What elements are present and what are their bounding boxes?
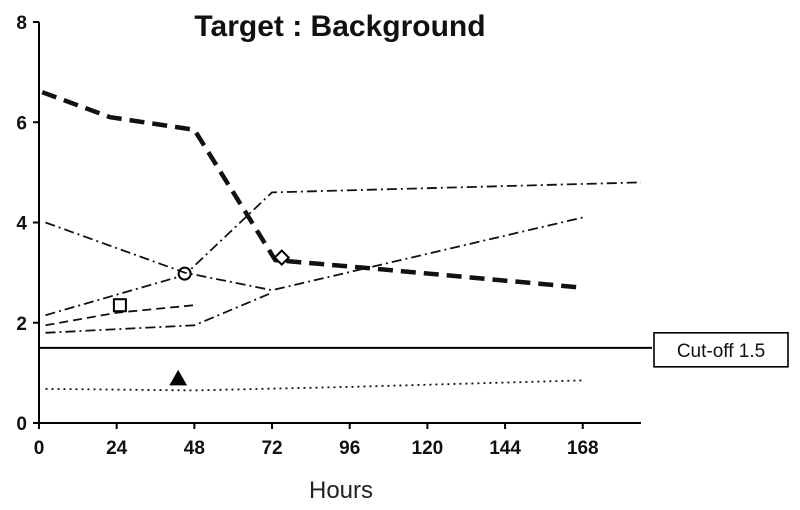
x-tick-label: 24 [106,438,128,459]
series-6-line [45,379,583,392]
x-tick-label: 144 [489,438,521,459]
x-tick-label: 0 [34,438,45,459]
y-tick-label: 8 [16,13,27,34]
y-tick-label: 2 [16,314,27,335]
reference-layer: Cut-off 1.5 [39,332,789,368]
x-tick-label: 120 [412,438,444,459]
series-1-line [41,90,583,290]
chart-title: Target : Background [194,10,485,43]
y-tick-label: 4 [16,214,27,235]
y-tick-label: 0 [16,414,27,435]
series-2-line [45,181,642,317]
cutoff-label: Cut-off 1.5 [677,341,765,362]
series-4-line [45,291,273,334]
series-6-marker-triangle [169,369,188,386]
x-tick-label: 72 [261,438,282,459]
series-layer [41,90,642,392]
x-tick-label: 168 [567,438,599,459]
x-tick-label: 96 [339,438,360,459]
x-tick-label: 48 [184,438,205,459]
x-axis-label: Hours [309,477,373,504]
cutoff-label-box [653,332,789,368]
series-2-marker-circle [177,266,192,281]
series-5-line [45,304,195,327]
series-1-marker-diamond [273,249,291,267]
y-tick-label: 6 [16,113,27,134]
series-5-marker-square [112,298,127,313]
